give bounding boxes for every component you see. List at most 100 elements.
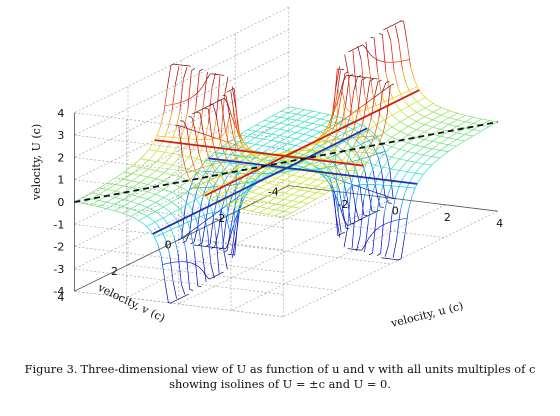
mesh-line	[254, 178, 259, 181]
mesh-line	[263, 207, 268, 209]
mesh-line	[300, 205, 305, 208]
isolines	[74, 89, 498, 235]
mesh-line	[153, 220, 158, 224]
mesh-line	[457, 119, 462, 122]
mesh-line	[141, 212, 146, 216]
y-tick-label: -4	[268, 186, 279, 199]
mesh-line	[435, 120, 440, 123]
mesh-line	[211, 211, 216, 233]
mesh-line	[285, 205, 290, 207]
mesh-line	[204, 123, 209, 141]
mesh-line	[300, 202, 305, 204]
mesh-line	[334, 154, 340, 215]
mesh-line	[177, 252, 182, 284]
mesh-line	[201, 189, 206, 195]
mesh-line	[169, 152, 174, 155]
mesh-line	[114, 183, 118, 186]
mesh-line	[458, 142, 463, 146]
mesh-line	[355, 134, 360, 143]
mesh-line	[361, 77, 366, 81]
mesh-line	[306, 118, 311, 121]
mesh-line	[212, 180, 217, 185]
mesh-line	[316, 183, 321, 187]
mesh-line	[193, 157, 198, 160]
mesh-line	[464, 132, 469, 135]
mesh-line	[359, 142, 364, 147]
mesh-line	[127, 172, 131, 174]
mesh-line	[88, 204, 92, 206]
mesh-line	[134, 183, 138, 187]
mesh-line	[193, 166, 198, 176]
mesh-line	[333, 186, 337, 189]
mesh-line	[353, 184, 358, 187]
mesh-line	[282, 135, 286, 138]
mesh-line	[329, 139, 334, 141]
mesh-line	[142, 152, 147, 158]
mesh-line	[132, 198, 137, 202]
mesh-line	[163, 204, 168, 208]
mesh-line	[209, 214, 215, 245]
mesh-line	[281, 142, 285, 144]
mesh-line	[220, 210, 225, 252]
mesh-line	[139, 194, 144, 197]
mesh-line	[233, 199, 238, 202]
mesh-line	[166, 172, 171, 175]
mesh-line	[325, 125, 331, 133]
mesh-line	[219, 271, 224, 275]
mesh-line	[116, 210, 120, 213]
mesh-line	[354, 109, 359, 126]
mesh-line	[304, 202, 308, 204]
mesh-line	[227, 103, 232, 116]
mesh-line	[137, 210, 142, 213]
mesh-line	[246, 182, 251, 185]
mesh-line	[393, 22, 398, 25]
mesh-line	[199, 108, 204, 111]
mesh-line	[403, 143, 408, 147]
mesh-line	[304, 178, 309, 182]
mesh-line	[407, 104, 412, 109]
mesh-line	[382, 118, 387, 122]
mesh-line	[379, 184, 384, 197]
mesh-line	[330, 124, 335, 127]
mesh-line	[308, 129, 313, 133]
mesh-line	[191, 106, 197, 128]
mesh-line	[113, 203, 118, 206]
mesh-line	[410, 66, 415, 80]
mesh-line	[103, 201, 108, 203]
mesh-line	[138, 189, 143, 191]
mesh-line	[142, 205, 147, 208]
mesh-line	[383, 139, 389, 144]
mesh-line	[310, 191, 315, 193]
mesh-line	[210, 264, 215, 279]
mesh-line	[402, 141, 407, 143]
mesh-line	[209, 277, 213, 280]
mesh-line	[169, 152, 174, 158]
mesh-line	[435, 122, 440, 126]
mesh-line	[191, 116, 196, 132]
mesh-line	[369, 53, 374, 58]
mesh-line	[316, 147, 321, 152]
mesh-line	[348, 172, 353, 185]
mesh-line	[275, 184, 280, 187]
mesh-line	[250, 198, 255, 200]
mesh-line	[186, 128, 191, 155]
mesh-line	[475, 123, 479, 125]
mesh-line	[426, 113, 431, 116]
mesh-line	[278, 211, 283, 215]
mesh-line	[229, 158, 234, 161]
mesh-line	[343, 142, 348, 149]
mesh-line	[345, 107, 350, 112]
mesh-line	[218, 160, 223, 167]
mesh-line	[333, 182, 338, 184]
mesh-line	[266, 159, 271, 162]
mesh-line	[205, 201, 210, 221]
mesh-line	[188, 230, 193, 234]
mesh-line	[136, 219, 141, 223]
mesh-line	[360, 154, 365, 160]
mesh-line	[244, 175, 249, 184]
mesh-line	[274, 112, 279, 115]
mesh-line	[292, 107, 296, 109]
mesh-line	[309, 135, 314, 139]
mesh-line	[339, 174, 344, 179]
mesh-line	[298, 116, 303, 120]
